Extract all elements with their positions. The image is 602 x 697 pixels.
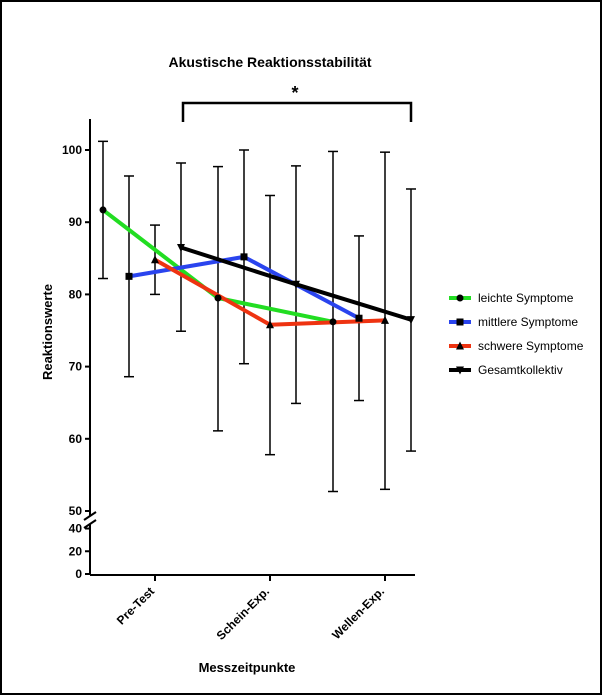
- data-point: [329, 318, 337, 326]
- data-point: [177, 243, 185, 252]
- data-point: [240, 253, 248, 261]
- data-point: [266, 320, 274, 329]
- chart-title: Akustische Reaktionsstabilität: [168, 54, 371, 70]
- y-tick-label: 100: [62, 143, 82, 157]
- data-point: [151, 255, 159, 264]
- y-tick-label: 50: [69, 504, 83, 518]
- legend-label: schwere Symptome: [478, 339, 584, 353]
- x-axis-title: Messzeitpunkte: [199, 660, 296, 675]
- legend-marker: [456, 294, 464, 302]
- legend-label: Gesamtkollektiv: [478, 363, 563, 377]
- legend-marker: [456, 366, 464, 375]
- y-tick-label: 70: [69, 360, 83, 374]
- legend-label: mittlere Symptome: [478, 315, 578, 329]
- x-tick-label: Wellen-Exp.: [329, 584, 387, 642]
- x-tick-label: Pre-Test: [114, 584, 157, 627]
- significance-marker: *: [291, 83, 298, 103]
- y-tick-label: 80: [69, 287, 83, 301]
- significance-bracket: [181, 101, 413, 122]
- y-tick-label: 90: [69, 215, 83, 229]
- y-tick-label: 20: [69, 544, 83, 558]
- y-tick-label: 60: [69, 432, 83, 446]
- legend-marker: [456, 341, 464, 350]
- data-point: [125, 272, 133, 280]
- data-point: [355, 314, 363, 322]
- axis-break-mark: [83, 519, 97, 529]
- legend-marker: [456, 318, 464, 326]
- axis-break-mark: [83, 511, 97, 521]
- data-point: [407, 316, 415, 325]
- data-point: [292, 280, 300, 289]
- data-point: [99, 206, 107, 214]
- data-point: [381, 315, 389, 324]
- y-axis-title: Reaktionswerte: [40, 284, 55, 380]
- x-tick-label: Schein-Exp.: [214, 584, 272, 642]
- y-tick-label: 40: [69, 522, 83, 536]
- y-tick-label: 0: [75, 567, 82, 581]
- legend-label: leichte Symptome: [478, 291, 574, 305]
- data-point: [214, 294, 222, 302]
